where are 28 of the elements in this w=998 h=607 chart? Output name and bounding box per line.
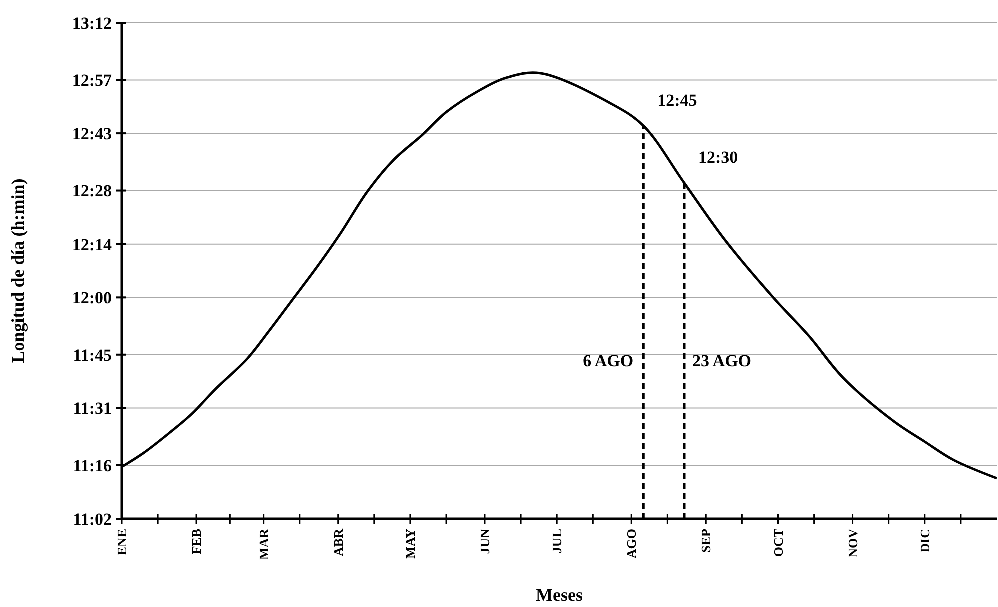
- ref-line-label: 23 AGO: [692, 351, 752, 370]
- annotation: 12:30: [698, 148, 738, 168]
- x-tick-label: ABR: [330, 528, 346, 556]
- annotation: 12:45: [658, 91, 698, 110]
- x-tick-label: MAY: [403, 528, 418, 559]
- x-axis-title: Meses: [536, 585, 583, 605]
- x-tick-label: NOV: [845, 528, 860, 558]
- x-tick-label: ENE: [114, 529, 130, 556]
- x-tick-label: SEP: [698, 528, 714, 553]
- x-tick-label: JUN: [478, 528, 493, 554]
- y-tick-label: 12:14: [72, 235, 112, 254]
- x-tick-label: AGO: [624, 529, 640, 559]
- y-tick-label: 11:02: [73, 510, 112, 529]
- y-axis-title: Longitud de día (h:min): [8, 178, 28, 364]
- x-tick-label: MAR: [256, 528, 272, 560]
- x-tick-label: FEB: [189, 528, 204, 554]
- x-tick-label: OCT: [770, 528, 786, 558]
- y-tick-label: 11:45: [73, 346, 112, 365]
- y-tick-label: 11:16: [73, 456, 112, 476]
- y-tick-label: 11:31: [73, 399, 112, 418]
- y-tick-label: 12:57: [72, 71, 112, 90]
- x-tick-label: DIC: [917, 529, 932, 553]
- y-tick-label: 13:12: [72, 14, 112, 33]
- y-tick-label: 12:00: [72, 288, 112, 308]
- y-tick-label: 12:28: [72, 182, 112, 201]
- y-tick-label: 12:43: [72, 124, 112, 144]
- ref-line-label: 6 AGO: [583, 351, 634, 370]
- x-tick-label: JUL: [550, 528, 565, 554]
